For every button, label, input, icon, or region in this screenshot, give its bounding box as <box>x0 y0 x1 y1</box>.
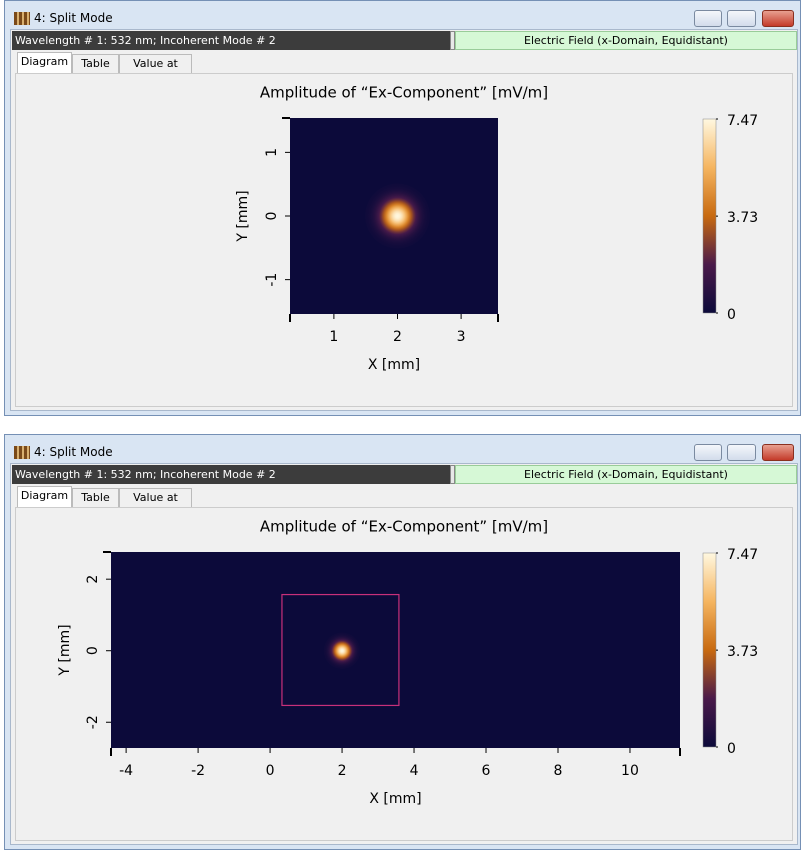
tab[interactable]: Diagram <box>17 486 72 507</box>
y-tick-label: 1 <box>264 148 280 157</box>
chart: Amplitude of “Ex-Component” [mV/m] X [mm]… <box>235 84 758 374</box>
colorbar-tick-label: 7.47 <box>727 113 758 129</box>
x-tick-label: 6 <box>482 763 491 779</box>
minimize-button[interactable] <box>694 444 722 461</box>
x-tick-label: -2 <box>191 763 205 779</box>
chart-title: Amplitude of “Ex-Component” [mV/m] <box>260 518 548 536</box>
y-tick-label: 2 <box>85 575 101 584</box>
splitter-handle[interactable] <box>450 465 455 484</box>
window: 4: Split Mode Wavelength # 1: 532 nm; Inc… <box>0 0 807 420</box>
splitter-handle[interactable] <box>450 31 455 50</box>
window: 4: Split Mode Wavelength # 1: 532 nm; Inc… <box>0 434 807 854</box>
x-axis-label: X [mm] <box>368 357 420 373</box>
x-tick-label: 2 <box>393 329 402 345</box>
restore-button[interactable] <box>727 10 756 27</box>
x-tick-label: 2 <box>338 763 347 779</box>
x-tick-label: 8 <box>554 763 563 779</box>
tab[interactable]: Table <box>72 488 119 507</box>
info-bar: Wavelength # 1: 532 nm; Incoherent Mode … <box>12 31 450 50</box>
app-icon <box>14 12 30 25</box>
x-tick-label: 3 <box>457 329 466 345</box>
intensity-spot <box>365 183 430 249</box>
colorbar-tick-label: 0 <box>727 741 736 757</box>
x-tick-label: 4 <box>410 763 419 779</box>
info-bar: Wavelength # 1: 532 nm; Incoherent Mode … <box>12 465 450 484</box>
y-tick-label: 0 <box>264 212 280 221</box>
field-label: Electric Field (x-Domain, Equidistant) <box>455 31 797 50</box>
colorbar <box>702 552 717 748</box>
y-axis-label: Y [mm] <box>235 190 251 242</box>
x-axis-label: X [mm] <box>369 791 421 807</box>
y-axis-label: Y [mm] <box>57 624 73 676</box>
chart-title: Amplitude of “Ex-Component” [mV/m] <box>260 84 548 102</box>
x-tick-label: 0 <box>266 763 275 779</box>
window-title: 4: Split Mode <box>34 11 113 25</box>
y-tick-label: -2 <box>85 715 101 729</box>
colorbar-tick-label: 0 <box>727 307 736 323</box>
x-tick-label: 10 <box>621 763 639 779</box>
x-tick-label: -4 <box>119 763 133 779</box>
tab[interactable]: Table <box>72 54 119 73</box>
y-tick-label: 0 <box>85 646 101 655</box>
field-label: Electric Field (x-Domain, Equidistant) <box>455 465 797 484</box>
app-icon <box>14 446 30 459</box>
close-button[interactable] <box>762 10 794 27</box>
x-tick-label: 1 <box>329 329 338 345</box>
chart: Amplitude of “Ex-Component” [mV/m] X [mm]… <box>57 518 758 808</box>
tab[interactable]: Diagram <box>17 52 72 73</box>
heatmap-background <box>111 552 680 748</box>
window-title: 4: Split Mode <box>34 445 113 459</box>
minimize-button[interactable] <box>694 10 722 27</box>
close-button[interactable] <box>762 444 794 461</box>
colorbar-tick-label: 3.73 <box>727 644 758 660</box>
colorbar <box>702 118 717 314</box>
restore-button[interactable] <box>727 444 756 461</box>
colorbar-tick-label: 3.73 <box>727 210 758 226</box>
y-tick-label: -1 <box>264 273 280 287</box>
colorbar-tick-label: 7.47 <box>727 547 758 563</box>
region-outline <box>281 593 400 707</box>
intensity-spot <box>323 632 361 669</box>
